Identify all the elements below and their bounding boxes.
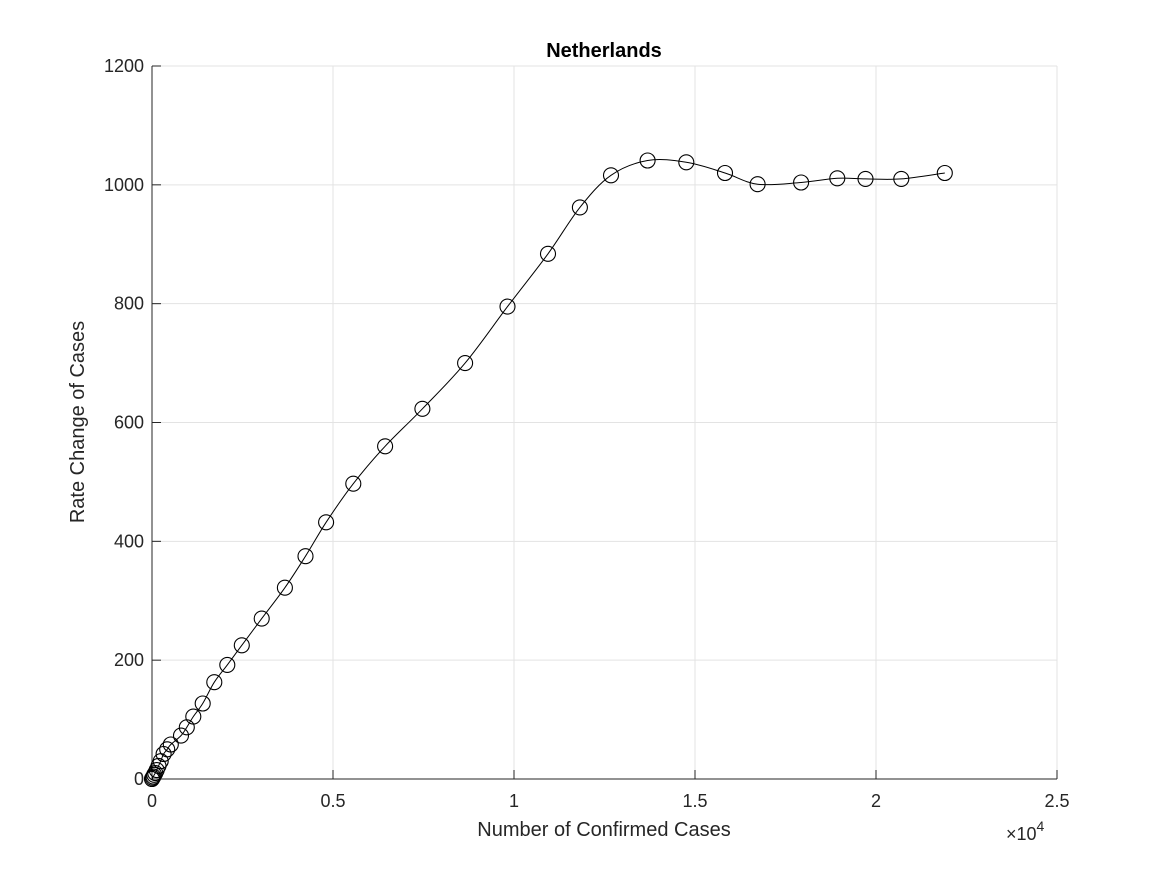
x-axis-label: Number of Confirmed Cases bbox=[477, 819, 730, 841]
data-point bbox=[318, 514, 335, 531]
data-point bbox=[159, 741, 176, 758]
data-point bbox=[297, 548, 314, 565]
data-point bbox=[829, 170, 846, 187]
data-point bbox=[893, 170, 910, 187]
series-markers bbox=[143, 152, 953, 788]
y-tick-label: 400 bbox=[114, 531, 144, 551]
data-point bbox=[206, 674, 223, 691]
data-point bbox=[539, 245, 557, 262]
x-tick-label: 1 bbox=[509, 791, 519, 811]
x-tick-label: 2 bbox=[871, 791, 881, 811]
data-point bbox=[716, 164, 734, 182]
x-axis-exponent-power: 4 bbox=[1037, 818, 1045, 834]
data-point bbox=[233, 637, 250, 654]
data-point bbox=[146, 766, 163, 783]
data-point bbox=[936, 164, 953, 182]
y-tick-label: 200 bbox=[114, 650, 144, 670]
data-point bbox=[414, 400, 431, 417]
data-point bbox=[749, 176, 766, 193]
x-tick-label: 1.5 bbox=[682, 791, 707, 811]
data-point bbox=[219, 656, 236, 673]
y-tick-label: 0 bbox=[134, 769, 144, 789]
y-tick-label: 800 bbox=[114, 294, 144, 314]
y-ticks: 0 200 400 600 800 1000 1200 bbox=[104, 56, 161, 789]
data-point bbox=[185, 708, 202, 725]
y-tick-label: 600 bbox=[114, 413, 144, 433]
y-axis-label: Rate Change of Cases bbox=[67, 321, 89, 523]
y-tick-label: 1000 bbox=[104, 175, 144, 195]
data-point bbox=[499, 298, 516, 315]
x-axis-exponent-base: ×10 bbox=[1006, 824, 1037, 844]
data-point bbox=[276, 579, 293, 596]
data-point bbox=[857, 170, 874, 187]
series-line bbox=[151, 159, 945, 780]
x-ticks: 0 0.5 1 1.5 2 2.5 bbox=[147, 770, 1070, 811]
series-path bbox=[151, 159, 945, 780]
data-point bbox=[571, 199, 588, 216]
data-point bbox=[602, 167, 620, 184]
data-point bbox=[377, 438, 394, 455]
data-point bbox=[678, 154, 695, 171]
y-tick-label: 1200 bbox=[104, 56, 144, 76]
x-tick-label: 0 bbox=[147, 791, 157, 811]
data-point bbox=[172, 727, 190, 744]
data-point bbox=[194, 695, 211, 712]
chart-title: Netherlands bbox=[546, 40, 662, 62]
x-tick-label: 0.5 bbox=[320, 791, 345, 811]
data-point bbox=[639, 152, 656, 169]
data-point bbox=[253, 610, 270, 627]
x-tick-label: 2.5 bbox=[1044, 791, 1069, 811]
x-axis-exponent: ×104 bbox=[1006, 818, 1045, 844]
data-point bbox=[345, 475, 362, 492]
data-point bbox=[162, 736, 179, 753]
data-point bbox=[793, 174, 810, 191]
data-point bbox=[457, 355, 474, 372]
